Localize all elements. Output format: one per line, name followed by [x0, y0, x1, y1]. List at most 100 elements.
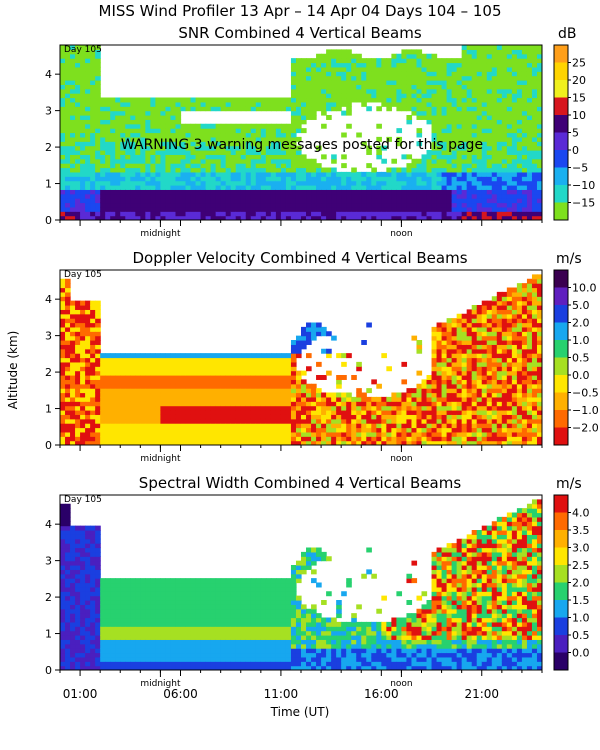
heatmap-cell [80, 123, 86, 129]
heatmap-cell [501, 348, 508, 354]
heatmap-cell [270, 171, 277, 177]
heatmap-cell [406, 185, 413, 190]
heatmap-cell [100, 110, 106, 116]
heatmap-cell [381, 189, 387, 195]
heatmap-cell [285, 366, 292, 372]
heatmap-cell [306, 106, 312, 112]
heatmap-cell [476, 215, 483, 220]
heatmap-cell [140, 176, 146, 182]
heatmap-cell [376, 80, 382, 85]
heatmap-cell [250, 366, 257, 372]
heatmap-cell [471, 331, 478, 337]
heatmap-cell [165, 115, 172, 120]
heatmap-cell [90, 348, 96, 354]
heatmap-cell [110, 405, 116, 411]
heatmap-cell [255, 145, 262, 151]
heatmap-cell [366, 97, 372, 103]
heatmap-cell [205, 370, 212, 376]
heatmap-cell [301, 331, 307, 337]
heatmap-cell [391, 53, 397, 59]
heatmap-cell [60, 357, 66, 363]
heatmap-cell [295, 84, 302, 90]
heatmap-cell [326, 206, 332, 212]
heatmap-cell [75, 115, 81, 120]
heatmap-cell [105, 410, 111, 415]
heatmap-cell [225, 370, 232, 376]
heatmap-cell [416, 84, 423, 90]
heatmap-cell [90, 344, 96, 350]
heatmap-cell [441, 154, 448, 160]
heatmap-cell [205, 171, 212, 177]
heatmap-cell [80, 340, 86, 345]
heatmap-cell [406, 101, 413, 107]
heatmap-cell [491, 423, 498, 429]
heatmap-cell [511, 198, 518, 204]
heatmap-cell [145, 176, 151, 182]
heatmap-cell [516, 136, 523, 142]
heatmap-cell [60, 185, 66, 190]
heatmap-cell [451, 119, 458, 125]
heatmap-cell [90, 392, 96, 398]
heatmap-cell [210, 145, 217, 151]
heatmap-cell [135, 388, 141, 394]
heatmap-cell [431, 392, 438, 398]
heatmap-cell [531, 106, 538, 112]
heatmap-cell [396, 167, 403, 173]
heatmap-cell [240, 379, 247, 385]
heatmap-cell [90, 414, 96, 420]
heatmap-cell [60, 189, 66, 195]
heatmap-cell [170, 418, 177, 424]
heatmap-cell [396, 202, 403, 208]
heatmap-cell [230, 123, 237, 129]
heatmap-cell [416, 198, 423, 204]
heatmap-cell [381, 198, 387, 204]
heatmap-cell [496, 58, 503, 64]
heatmap-cell [471, 163, 478, 169]
heatmap-cell [290, 440, 297, 445]
heatmap-cell [85, 123, 91, 129]
heatmap-cell [190, 189, 197, 195]
heatmap-cell [185, 401, 192, 407]
heatmap-cell [80, 198, 86, 204]
heatmap-cell [180, 167, 187, 173]
heatmap-cell [90, 193, 96, 199]
heatmap-cell [155, 123, 162, 129]
heatmap-cell [90, 427, 96, 433]
heatmap-cell [406, 405, 413, 411]
heatmap-cell [301, 115, 307, 120]
heatmap-cell [215, 132, 222, 138]
heatmap-cell [311, 62, 317, 68]
heatmap-cell [491, 215, 498, 220]
heatmap-cell [396, 180, 403, 186]
heatmap-cell [145, 171, 151, 177]
heatmap-cell [90, 150, 96, 155]
heatmap-cell [65, 331, 71, 337]
heatmap-cell [536, 101, 542, 107]
heatmap-cell [85, 176, 91, 182]
heatmap-cell [240, 163, 247, 169]
heatmap-cell [205, 106, 212, 112]
heatmap-cell [396, 185, 403, 190]
heatmap-cell [351, 167, 357, 173]
heatmap-cell [456, 440, 463, 445]
heatmap-cell [496, 189, 503, 195]
heatmap-cell [466, 84, 473, 90]
heatmap-cell [461, 318, 468, 324]
heatmap-cell [290, 62, 297, 68]
heatmap-cell [326, 62, 332, 68]
heatmap-cell [311, 101, 317, 107]
heatmap-cell [270, 106, 277, 112]
heatmap-cell [230, 198, 237, 204]
heatmap-cell [275, 440, 282, 445]
heatmap-cell [431, 101, 438, 107]
heatmap-cell [65, 423, 71, 429]
heatmap-cell [140, 379, 146, 385]
heatmap-cell [496, 119, 503, 125]
heatmap-cell [531, 150, 538, 155]
heatmap-cell [441, 353, 448, 359]
heatmap-cell [456, 348, 463, 354]
heatmap-cell [471, 110, 478, 116]
heatmap-cell [396, 189, 403, 195]
heatmap-cell [511, 71, 518, 77]
heatmap-cell [491, 322, 498, 328]
